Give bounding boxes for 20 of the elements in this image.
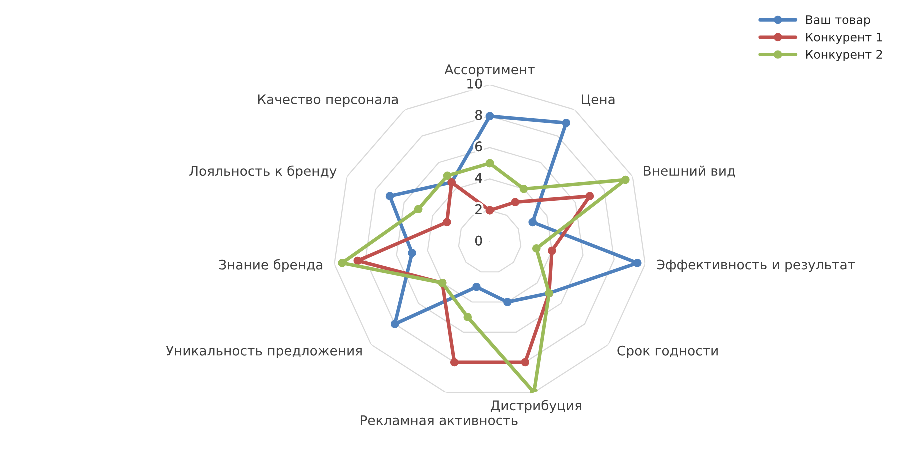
legend-label: Конкурент 1 [806, 32, 882, 44]
legend-label: Ваш товар [806, 16, 870, 27]
spoke-label: Эффективность и результат [656, 260, 856, 272]
y-tick-label: 10 [468, 78, 482, 89]
y-tick-label: 0 [476, 236, 482, 246]
spoke-label: Качество персонала [258, 94, 398, 108]
y-tick-label: 6 [476, 142, 482, 152]
y-tick-label: 2 [476, 204, 482, 214]
spoke-label: Срок годности [618, 346, 718, 358]
spoke-label: Цена [582, 94, 615, 106]
spoke-label: Лояльность к бренду [190, 166, 337, 179]
spoke-label: Знание бренда [219, 259, 323, 272]
spoke-label: Дистрибуция [490, 400, 582, 414]
spoke-label: Уникальность предложения [166, 346, 362, 358]
spoke-label: Ассортимент [444, 64, 535, 78]
spoke-label: Внешний вид [644, 166, 736, 178]
spoke-label: Рекламная активность [360, 416, 518, 426]
legend-label: Конкурент 2 [806, 50, 882, 62]
y-tick-label: 8 [476, 110, 482, 120]
y-tick-label: 4 [475, 173, 482, 183]
